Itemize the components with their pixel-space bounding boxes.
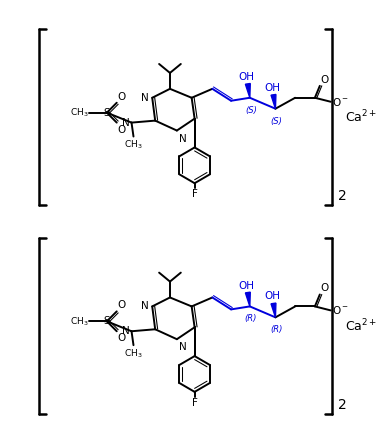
Text: OH: OH [264,292,281,302]
Polygon shape [271,303,276,318]
Text: N: N [122,118,130,127]
Text: N: N [140,302,148,311]
Text: O: O [321,75,329,85]
Text: O: O [118,333,126,343]
Text: CH$_3$: CH$_3$ [124,347,143,360]
Text: O: O [118,124,126,135]
Text: Ca$^{2+}$: Ca$^{2+}$ [346,318,378,334]
Text: N: N [179,133,187,143]
Text: O: O [118,92,126,102]
Text: N: N [140,93,148,103]
Text: OH: OH [239,280,255,290]
Text: O: O [321,283,329,293]
Text: N: N [179,342,187,352]
Text: S: S [104,108,110,118]
Text: 2: 2 [337,398,346,412]
Text: (R): (R) [270,325,283,334]
Text: F: F [192,189,197,199]
Text: F: F [192,398,197,408]
Text: (S): (S) [271,117,283,126]
Polygon shape [245,83,250,98]
Text: (S): (S) [245,106,257,115]
Text: OH: OH [239,72,255,82]
Text: Ca$^{2+}$: Ca$^{2+}$ [346,109,378,125]
Text: CH$_3$: CH$_3$ [70,315,88,327]
Text: 2: 2 [337,189,346,203]
Text: (R): (R) [245,314,257,324]
Text: O: O [118,300,126,310]
Text: O$^-$: O$^-$ [332,305,349,316]
Polygon shape [271,95,276,109]
Text: CH$_3$: CH$_3$ [124,139,143,151]
Text: OH: OH [264,83,281,93]
Text: CH$_3$: CH$_3$ [70,106,88,119]
Text: N: N [122,326,130,336]
Text: O$^-$: O$^-$ [332,96,349,108]
Polygon shape [245,292,250,306]
Text: S: S [104,316,110,326]
